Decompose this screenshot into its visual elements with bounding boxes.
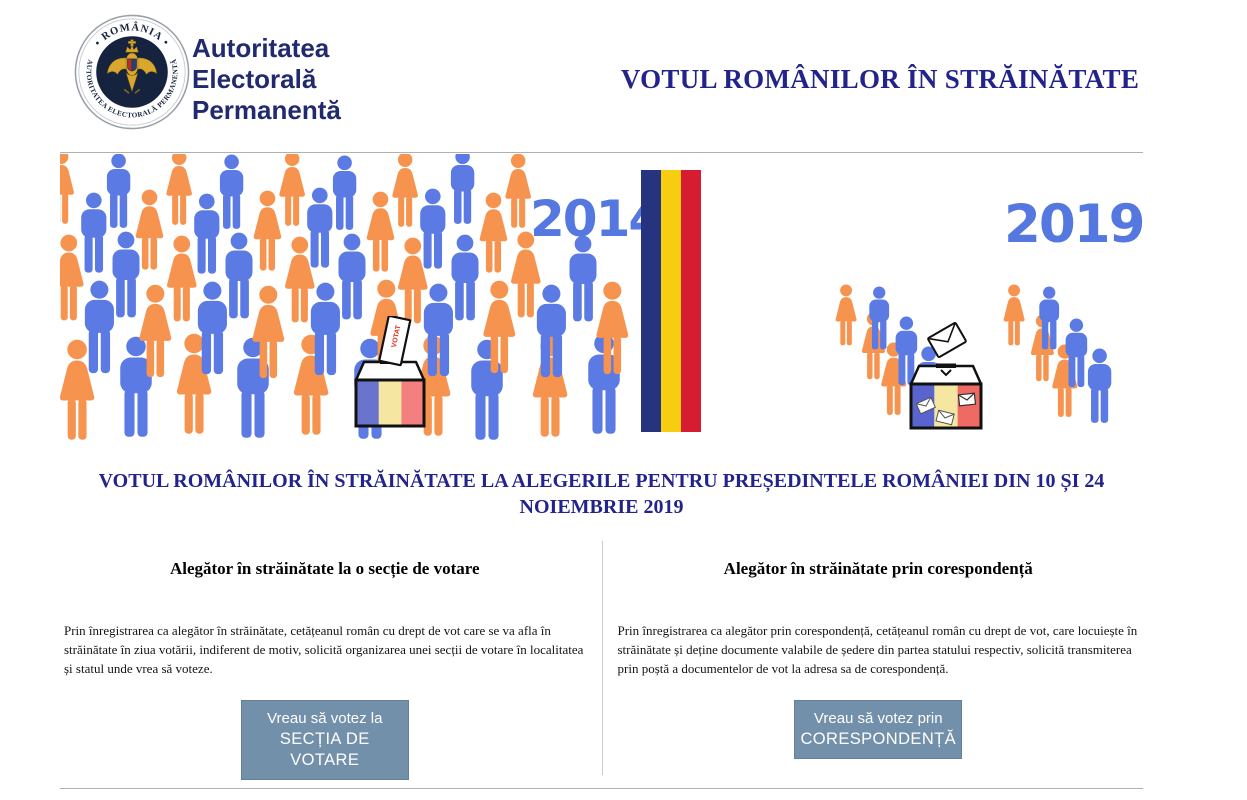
vote-mail-button[interactable]: Vreau să votez prin CORESPONDENȚĂ bbox=[794, 700, 963, 759]
person-icon-male bbox=[565, 235, 601, 325]
button-label-line: CORESPONDENȚĂ bbox=[800, 730, 957, 748]
column-body: Prin înregistrarea ca alegător prin core… bbox=[617, 623, 1138, 676]
person-icon-male bbox=[1036, 286, 1062, 352]
envelope-icon bbox=[935, 409, 955, 426]
flag-stripe-yellow bbox=[661, 170, 681, 432]
person-icon-female bbox=[388, 154, 422, 230]
button-label-line: Vreau să votez prin bbox=[813, 710, 943, 727]
ballot-box-2019-icon bbox=[909, 322, 983, 430]
aep-seal-logo: • ROMÂNIA • AUTORITATEA ELECTORALĂ PERMA… bbox=[74, 14, 190, 130]
hero-illustration: 2014 2019 VOTAT bbox=[60, 154, 1143, 450]
person-icon-male bbox=[329, 155, 360, 233]
envelope-icon bbox=[915, 396, 937, 415]
person-icon-male bbox=[866, 286, 892, 352]
person-icon-female bbox=[60, 154, 78, 227]
person-icon-female bbox=[275, 154, 309, 229]
columns: Alegător în străinătate la o secție de v… bbox=[60, 543, 1143, 780]
flag-stripe-blue bbox=[641, 170, 661, 432]
year-label-2019: 2019 bbox=[1004, 194, 1143, 255]
logo-wordmark: Autoritatea Electorală Permanentă bbox=[192, 33, 341, 126]
column-section-corespondenta: Alegător în străinătate prin coresponden… bbox=[602, 543, 1144, 780]
logo-line: Electorală bbox=[192, 64, 317, 94]
logo-line: Permanentă bbox=[192, 95, 341, 125]
header-rule bbox=[60, 152, 1143, 153]
ballot-box-2014-icon: VOTAT bbox=[354, 316, 426, 428]
column-title: Alegător în străinătate la o secție de v… bbox=[169, 559, 480, 578]
button-label-line: SECȚIA DE VOTARE bbox=[279, 730, 370, 769]
person-icon-male bbox=[1062, 318, 1091, 390]
person-icon-male bbox=[103, 154, 134, 231]
section-heading-line: VOTUL ROMÂNILOR ÎN STRĂINĂTATE LA ALEGER… bbox=[98, 470, 1105, 492]
page-title: VOTUL ROMÂNILOR ÎN STRĂINĂTATE bbox=[620, 64, 1140, 94]
envelope-icon bbox=[927, 322, 967, 358]
envelope-icon bbox=[957, 392, 977, 407]
column-body: Prin înregistrarea ca alegător în străin… bbox=[64, 623, 584, 676]
person-icon-male bbox=[216, 154, 247, 232]
section-heading-line: NOIEMBRIE 2019 bbox=[519, 496, 684, 518]
column-title: Alegător în străinătate prin coresponden… bbox=[723, 559, 1033, 578]
vote-station-button[interactable]: Vreau să votez la SECȚIA DE VOTARE bbox=[240, 700, 409, 780]
section-heading: VOTUL ROMÂNILOR ÎN STRĂINĂTATE LA ALEGER… bbox=[60, 468, 1143, 520]
ballot-votat-label: VOTAT bbox=[391, 324, 403, 348]
person-icon-female bbox=[1000, 284, 1028, 348]
button-label-line: Vreau să votez la bbox=[267, 710, 383, 727]
column-divider bbox=[602, 541, 603, 775]
logo-line: Autoritatea bbox=[192, 33, 330, 63]
person-icon-female bbox=[832, 284, 860, 348]
person-icon-male bbox=[447, 154, 478, 227]
flag-stripe-red bbox=[681, 170, 701, 432]
column-section-votare: Alegător în străinătate la o secție de v… bbox=[60, 543, 602, 780]
romanian-flag-graphic bbox=[641, 170, 701, 432]
footer-rule bbox=[60, 788, 1143, 789]
year-label-2014: 2014 bbox=[530, 190, 663, 248]
person-icon-female bbox=[162, 154, 196, 228]
coat-shield bbox=[127, 58, 137, 72]
